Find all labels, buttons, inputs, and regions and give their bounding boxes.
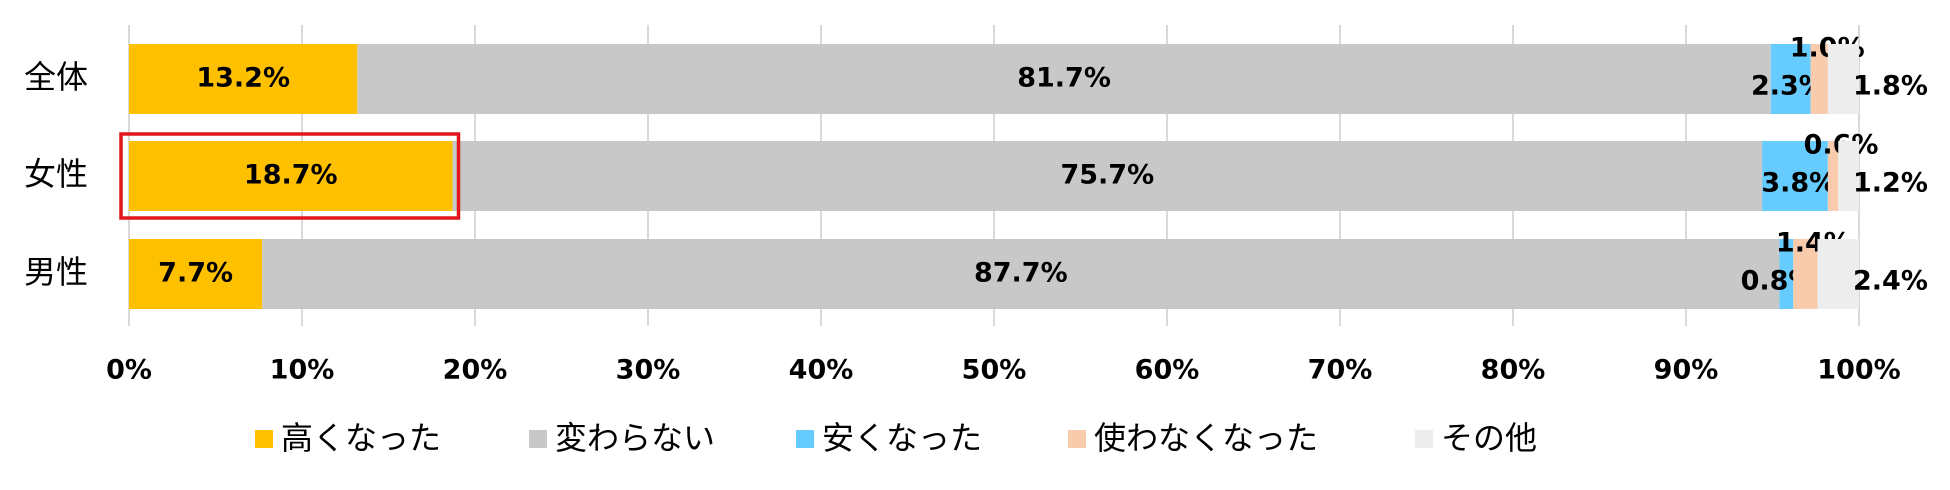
x-tick-label: 100% — [1817, 355, 1900, 386]
bar-segment — [357, 44, 1771, 114]
value-label: 7.7% — [158, 258, 233, 289]
legend-label: 安くなった — [822, 419, 982, 457]
category-label: 女性 — [24, 155, 88, 193]
bar-segment — [1810, 44, 1828, 114]
legend-swatch — [796, 430, 814, 448]
legend-label: 使わなくなった — [1094, 419, 1318, 457]
x-tick-label: 90% — [1654, 355, 1719, 386]
value-label: 3.8% — [1761, 168, 1836, 199]
legend-label: その他 — [1441, 419, 1537, 457]
bar-segment — [1817, 239, 1859, 309]
bar-segment — [1793, 239, 1818, 309]
legend-swatch — [255, 430, 273, 448]
legend-swatch — [1415, 430, 1433, 448]
bar-segment — [1838, 141, 1859, 211]
bar-segment — [129, 239, 263, 309]
bar-segment — [1770, 44, 1811, 114]
bar-segment — [262, 239, 1780, 309]
x-tick-label: 40% — [789, 355, 854, 386]
category-label: 全体 — [24, 58, 88, 96]
x-tick-label: 60% — [1135, 355, 1200, 386]
value-label: 1.2% — [1853, 168, 1928, 199]
x-tick-label: 30% — [616, 355, 681, 386]
x-tick-label: 20% — [443, 355, 508, 386]
value-label: 81.7% — [1017, 63, 1111, 94]
bar-segment — [129, 44, 358, 114]
value-label: 13.2% — [196, 63, 290, 94]
legend-label: 変わらない — [555, 419, 715, 457]
value-label: 2.4% — [1853, 266, 1928, 297]
bar-segment — [129, 141, 453, 211]
value-label: 18.7% — [244, 160, 338, 191]
bar-segment — [1762, 141, 1828, 211]
x-tick-label: 10% — [270, 355, 335, 386]
value-label: 1.8% — [1853, 71, 1928, 102]
bar-segment — [1827, 141, 1839, 211]
legend-swatch — [529, 430, 547, 448]
category-label: 男性 — [24, 253, 88, 291]
x-tick-label: 0% — [106, 355, 152, 386]
value-label: 87.7% — [974, 258, 1068, 289]
x-tick-label: 70% — [1308, 355, 1373, 386]
value-label: 75.7% — [1060, 160, 1154, 191]
bar-segment — [1779, 239, 1794, 309]
bar-segment — [1827, 44, 1859, 114]
x-tick-label: 80% — [1481, 355, 1546, 386]
x-tick-label: 50% — [962, 355, 1027, 386]
legend-label: 高くなった — [281, 419, 441, 457]
legend-swatch — [1068, 430, 1086, 448]
highlight-box — [119, 132, 461, 220]
bar-segment — [452, 141, 1763, 211]
